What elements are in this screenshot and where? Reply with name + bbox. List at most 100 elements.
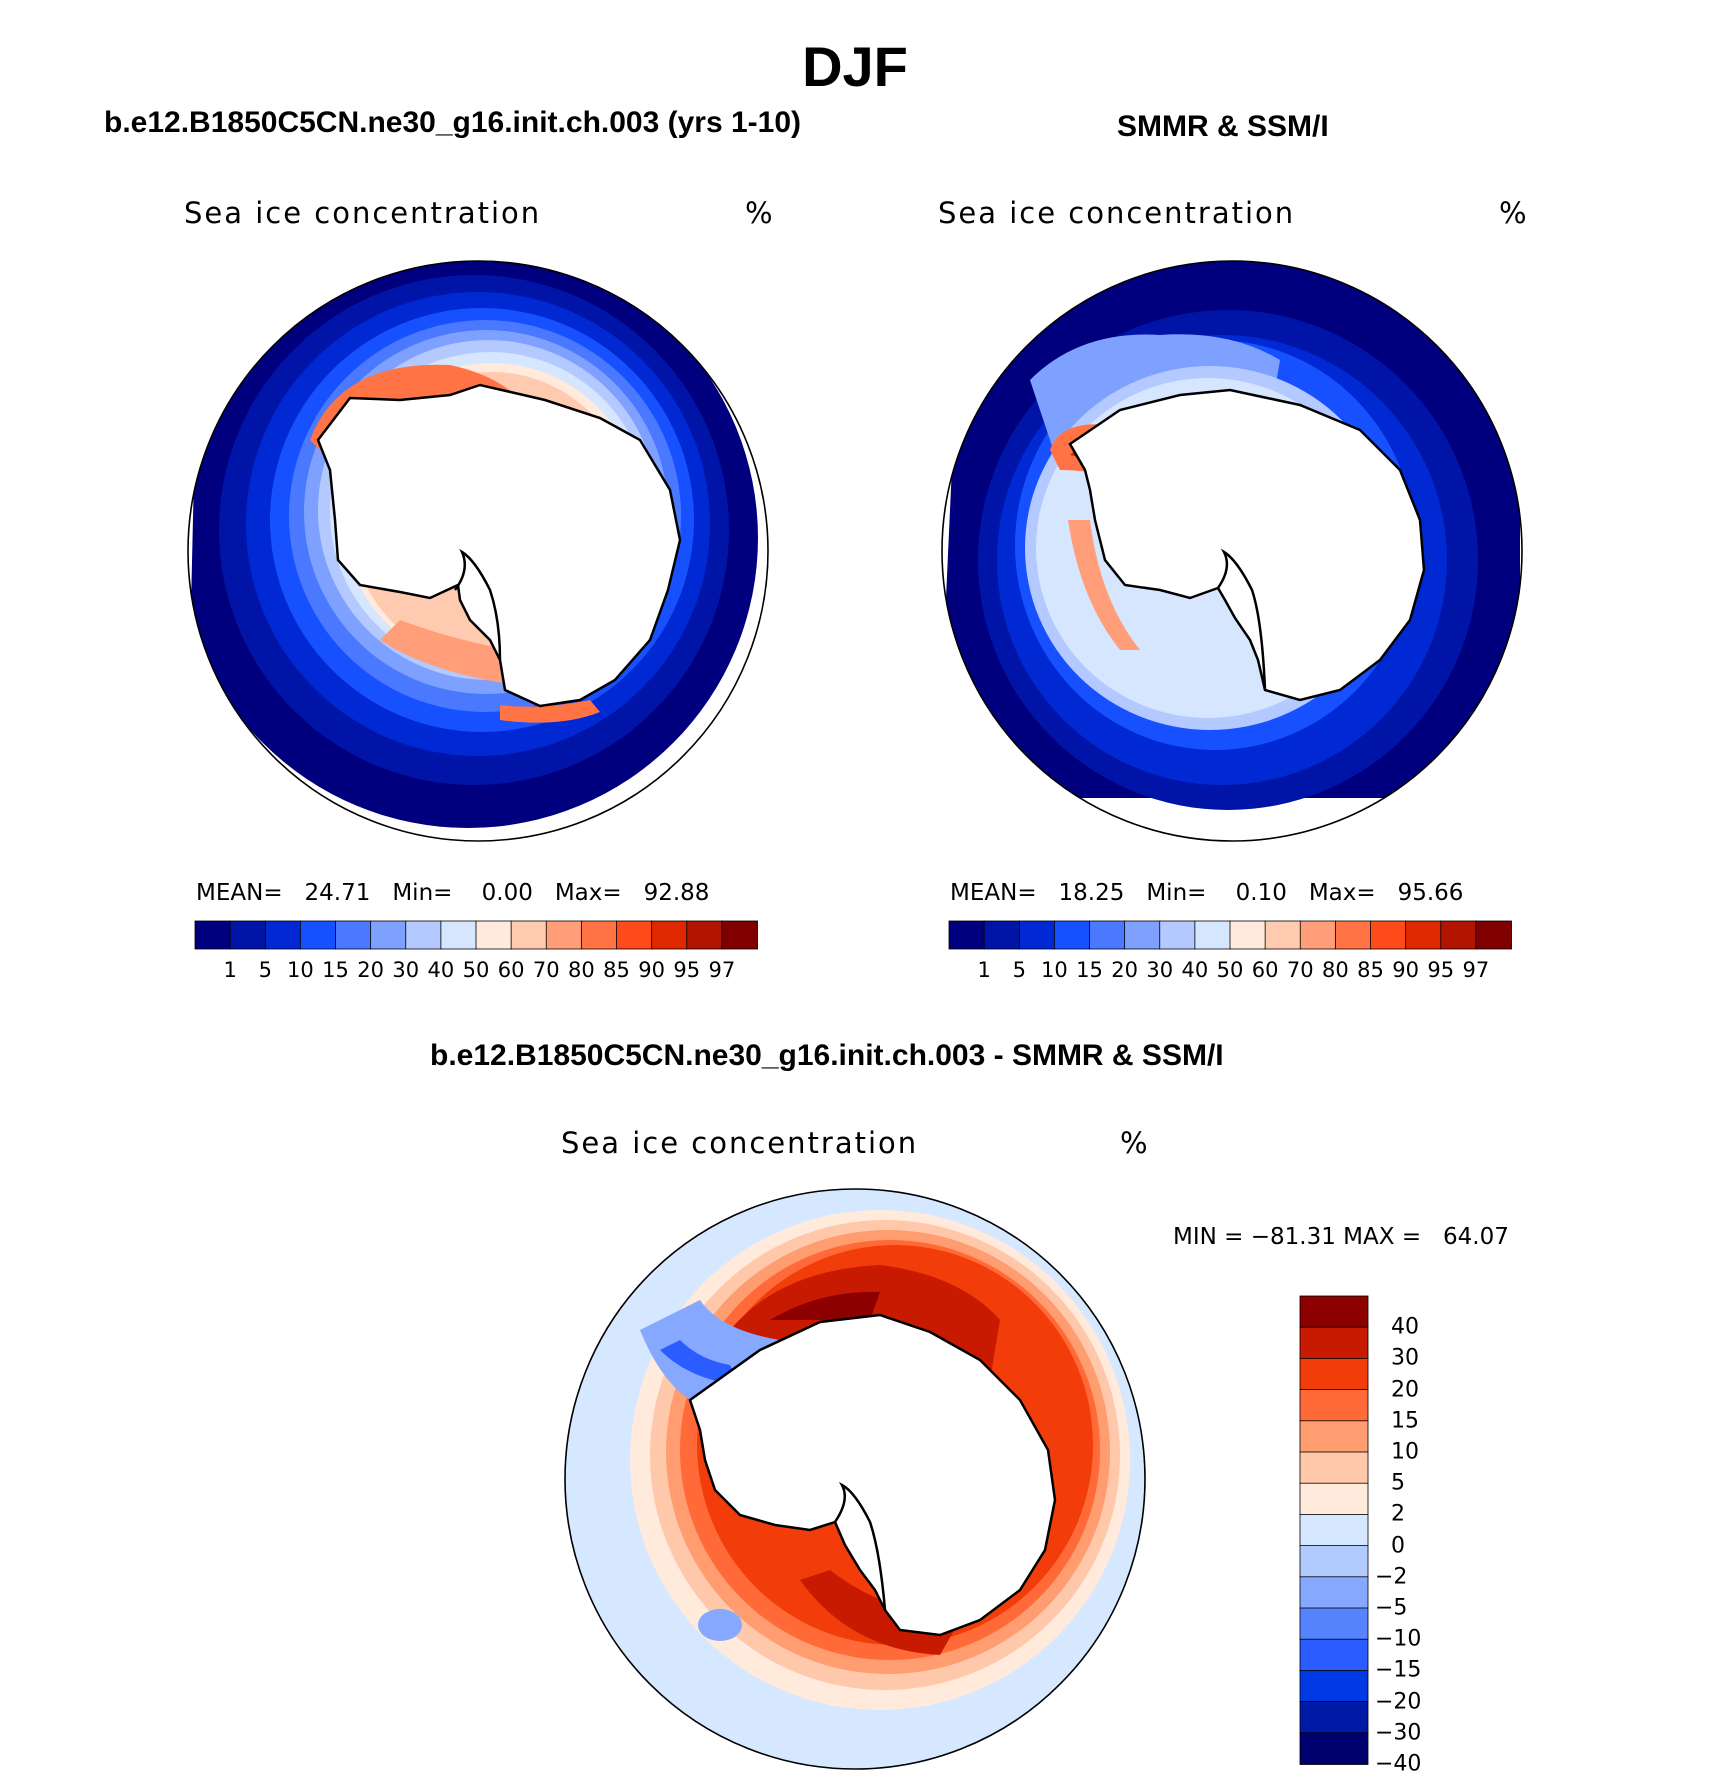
- panel2-colorbar-box-2: [1018, 920, 1056, 950]
- panel2-colorbar: [948, 920, 1512, 950]
- panel2-colorbar-box-10: [1299, 920, 1337, 950]
- panel3-colorbar-tick-label: −40: [1375, 1751, 1422, 1777]
- panel3-max-label: MAX =: [1343, 1224, 1422, 1250]
- panel3-colorbar-labels: 40 30 20 15 10 5 2 0 −2 −5 −10 −15 −20 −30 −40: [1375, 1296, 1455, 1777]
- panel2-stats: MEAN= 18.25 Min= 0.10 Max= 95.66: [950, 880, 1463, 906]
- panel1-colorbar-tick-label: 20: [357, 958, 384, 982]
- panel2-colorbar-tick-label: 10: [1041, 958, 1068, 982]
- panel2-colorbar-tick-label: 20: [1111, 958, 1138, 982]
- panel2-colorbar-box-5: [1124, 920, 1161, 950]
- panel2-colorbar-labels: 1 5 10 15 20 30 40 50 60 70 80 85 90 95 97: [949, 958, 1511, 984]
- panel3-colorbar-tick-label: 2: [1391, 1501, 1405, 1527]
- panel1-colorbar-tick-label: 50: [462, 958, 490, 982]
- panel1-colorbar-tick-label: 1: [223, 958, 237, 982]
- panel2-colorbar-tick-label: 85: [1357, 958, 1384, 982]
- panel1-title: b.e12.B1850C5CN.ne30_g16.init.ch.003 (yr…: [104, 106, 802, 139]
- panel3-antarctica: [688, 1313, 1057, 1637]
- panel1-colorbar-box-4: [335, 920, 372, 950]
- panel3-colorbar-box-11: [1299, 1638, 1369, 1672]
- panel1-colorbar: [194, 920, 758, 950]
- panel1-colorbar-tick-label: 85: [603, 958, 630, 982]
- panel1-colorbar-box-2: [264, 920, 302, 950]
- panel2-colorbar-box-9: [1264, 920, 1302, 950]
- panel2-colorbar-box-1: [983, 920, 1021, 950]
- panel2-mean: 18.25: [1058, 880, 1125, 906]
- panel3-colorbar-tick-label: 15: [1391, 1408, 1419, 1434]
- panel3-colorbar-tick-label: −30: [1375, 1720, 1422, 1746]
- panel1-colorbar-tick-label: 30: [392, 958, 420, 982]
- panel3-colorbar-box-14: [1299, 1732, 1369, 1765]
- panel3-colorbar: [1299, 1295, 1369, 1765]
- panel1-min-label: Min=: [392, 880, 453, 906]
- panel1-colorbar-tick-label: 95: [673, 958, 701, 982]
- panel3-subtitle: Sea ice concentration: [561, 1126, 919, 1160]
- panel1-colorbar-tick-label: 90: [638, 958, 665, 982]
- panel1-subtitle: Sea ice concentration: [184, 196, 542, 230]
- panel3-weddell-neg-core: [660, 1340, 740, 1385]
- panel1-colorbar-tick-label: 40: [427, 958, 455, 982]
- panel1-max-label: Max=: [554, 880, 622, 906]
- panel1-ross-edge: [500, 700, 600, 723]
- panel1-map-border: [187, 260, 769, 842]
- panel2-colorbar-tick-label: 95: [1427, 958, 1455, 982]
- panel3-colorbar-tick-label: 10: [1391, 1439, 1419, 1465]
- panel1-colorbar-box-7: [440, 920, 477, 950]
- panel2-min-label: Min=: [1146, 880, 1207, 906]
- panel1-colorbar-tick-label: 80: [568, 958, 595, 982]
- panel3-colorbar-box-1: [1299, 1326, 1369, 1360]
- panel2-colorbar-tick-label: 1: [977, 958, 991, 982]
- panel1-min: 0.00: [481, 880, 533, 906]
- panel3-min: −81.31: [1250, 1224, 1336, 1250]
- panel3-colorbar-box-2: [1299, 1358, 1369, 1391]
- panel3-colorbar-tick-label: 0: [1391, 1533, 1405, 1559]
- panel1-colorbar-tick-label: 97: [708, 958, 736, 982]
- panel2-colorbar-box-15: [1475, 920, 1512, 950]
- panel1-colorbar-box-9: [510, 920, 548, 950]
- panel2-map-border: [941, 260, 1523, 842]
- panel1-colorbar-box-8: [475, 920, 513, 950]
- panel3-units: %: [1120, 1126, 1148, 1160]
- panel1-colorbar-box-15: [721, 920, 758, 950]
- panel3-colorbar-box-4: [1299, 1420, 1369, 1453]
- panel1-colorbar-tick-label: 5: [258, 958, 272, 982]
- panel1-colorbar-tick-label: 15: [322, 958, 349, 982]
- panel3-title: b.e12.B1850C5CN.ne30_g16.init.ch.003 - S…: [430, 1039, 1224, 1072]
- panel3-colorbar-box-7: [1299, 1513, 1369, 1547]
- panel2-colorbar-tick-label: 15: [1076, 958, 1103, 982]
- panel2-colorbar-tick-label: 70: [1286, 958, 1314, 982]
- panel2-colorbar-tick-label: 40: [1181, 958, 1209, 982]
- main-title: DJF: [802, 35, 908, 98]
- panel3-colorbar-box-5: [1299, 1451, 1369, 1485]
- panel3-colorbar-box-3: [1299, 1389, 1369, 1422]
- panel3-map-border: [564, 1188, 1146, 1770]
- panel2-colorbar-tick-label: 5: [1012, 958, 1026, 982]
- panel3-colorbar-box-0: [1299, 1295, 1369, 1329]
- panel1-colorbar-box-12: [616, 920, 653, 950]
- panel1-colorbar-tick-label: 70: [532, 958, 560, 982]
- panel2-units: %: [1499, 196, 1527, 230]
- panel1-colorbar-box-11: [580, 920, 618, 950]
- panel1-colorbar-box-1: [229, 920, 267, 950]
- panel2-peninsula-high: [1068, 520, 1140, 650]
- panel3-colorbar-box-10: [1299, 1607, 1369, 1641]
- panel2-mean-label: MEAN=: [950, 880, 1037, 906]
- panel2-min: 0.10: [1235, 880, 1287, 906]
- panel2-subtitle: Sea ice concentration: [938, 196, 1296, 230]
- panel3-colorbar-tick-label: 20: [1391, 1377, 1419, 1403]
- panel3-colorbar-tick-label: −10: [1375, 1626, 1422, 1652]
- panel2-title: SMMR & SSM/I: [1117, 110, 1329, 143]
- panel1-units: %: [745, 196, 773, 230]
- panel3-colorbar-tick-label: −5: [1375, 1595, 1408, 1621]
- panel3-colorbar-tick-label: −2: [1375, 1564, 1408, 1590]
- panel2-colorbar-box-3: [1053, 920, 1091, 950]
- panel3-colorbar-tick-label: 30: [1391, 1345, 1419, 1371]
- panel2-colorbar-box-11: [1334, 920, 1372, 950]
- panel1-colorbar-box-10: [545, 920, 583, 950]
- panel1-max: 92.88: [643, 880, 710, 906]
- panel2-colorbar-tick-label: 90: [1392, 958, 1419, 982]
- panel3-colorbar-box-12: [1299, 1669, 1369, 1703]
- panel3-min-label: MIN =: [1173, 1224, 1244, 1250]
